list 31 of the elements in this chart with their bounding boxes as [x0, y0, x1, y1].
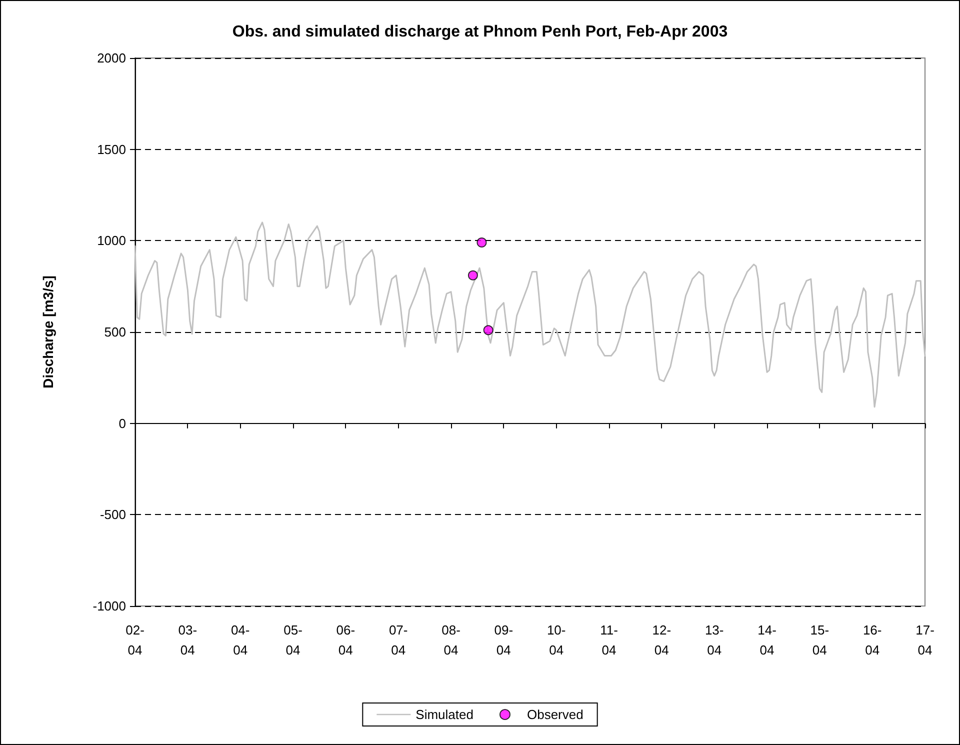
y-tick-label: 0	[118, 416, 126, 431]
y-tick-label: 1000	[97, 233, 126, 248]
x-tick-label: 06- 04	[336, 622, 356, 658]
x-tick-label: 09- 04	[494, 622, 514, 658]
chart-title: Obs. and simulated discharge at Phnom Penh Port, Feb-Apr 2003	[232, 24, 728, 40]
x-tick-label: 13- 04	[704, 622, 724, 658]
x-tick-label: 16- 04	[862, 622, 882, 658]
y-tick-label: 1500	[97, 142, 126, 157]
x-tick-label: 08- 04	[442, 622, 460, 658]
y-tick-label: -500	[100, 507, 126, 522]
y-tick-label: -1000	[92, 598, 126, 614]
point	[483, 325, 494, 336]
x-tick-label: 15- 04	[810, 622, 830, 658]
y-axis-title: Discharge [m3/s]	[40, 276, 56, 388]
legend-label: Observed	[526, 707, 584, 722]
x-tick-label: 10- 04	[546, 622, 566, 658]
x-tick-label: 14- 04	[758, 622, 776, 658]
x-tick-label: 07- 04	[388, 622, 408, 658]
x-tick-label: 05- 04	[284, 622, 302, 658]
x-tick-label: 02- 04	[126, 622, 144, 658]
legend-label: Simulated	[416, 707, 474, 722]
x-tick-label: 04- 04	[230, 622, 250, 658]
x-tick-label: 03- 04	[178, 622, 198, 658]
y-tick-label: 500	[104, 324, 126, 340]
point	[476, 237, 487, 248]
point	[468, 270, 478, 280]
y-tick-label: 2000	[97, 50, 126, 66]
x-tick-label: 12- 04	[652, 622, 672, 658]
x-tick-label: 17- 04	[916, 622, 934, 658]
line-series	[134, 222, 926, 408]
x-tick-label: 11- 04	[600, 622, 618, 658]
